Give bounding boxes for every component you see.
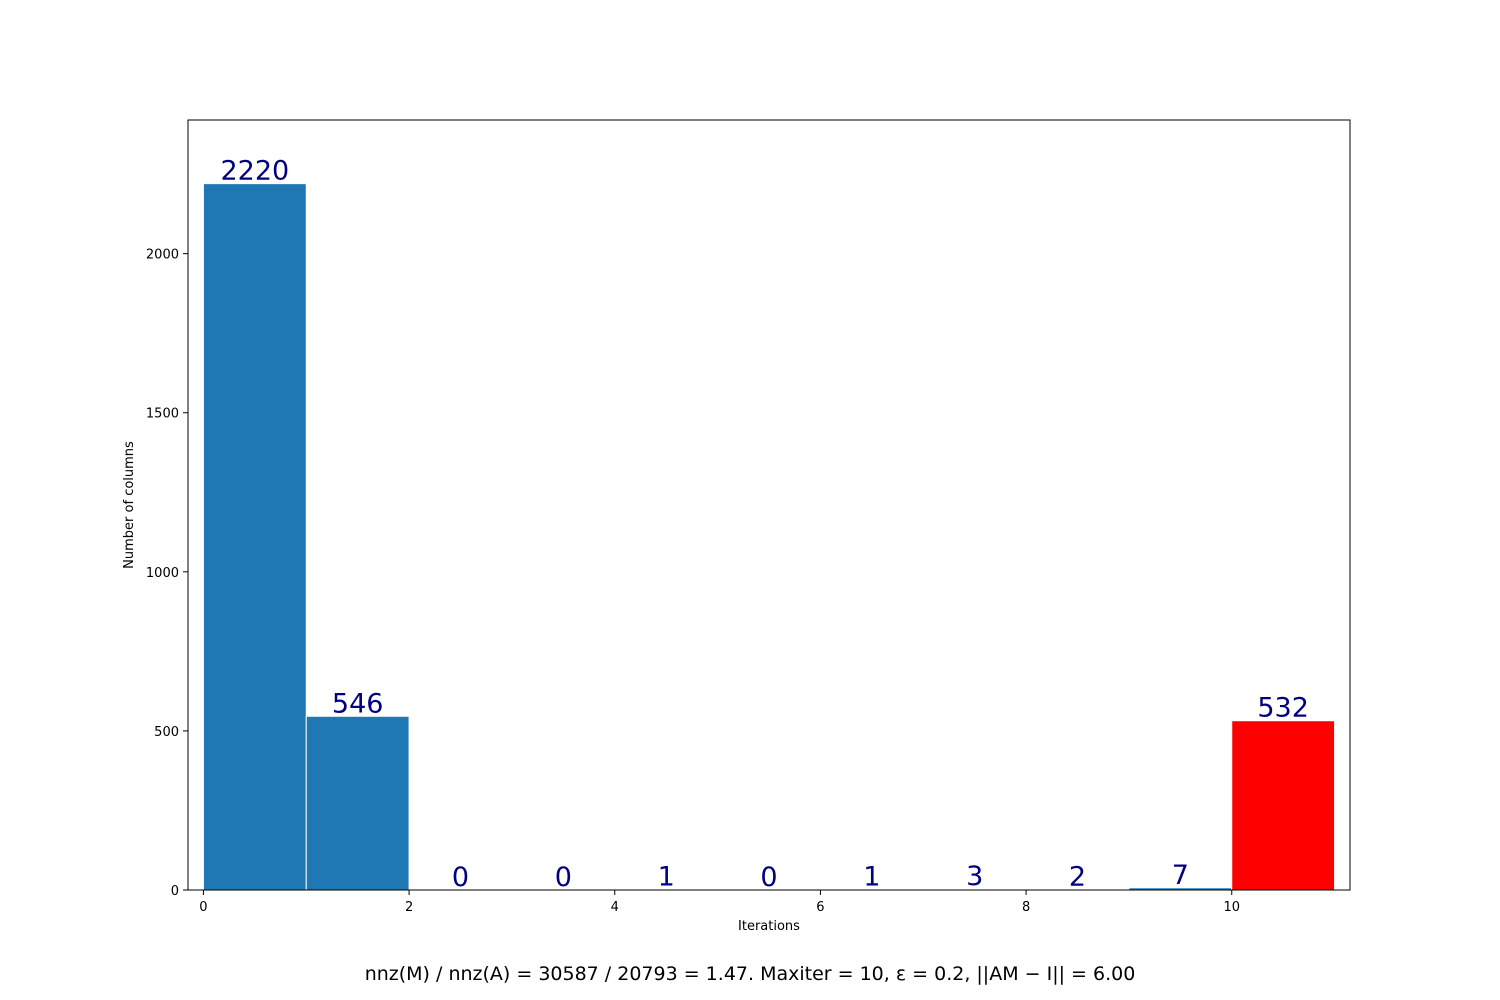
plot-frame — [187, 119, 1351, 891]
y-tick-label-0: 0 — [171, 884, 179, 899]
x-tick-label-2: 4 — [611, 900, 619, 915]
data-label-7: 3 — [966, 861, 983, 892]
data-label-10: 532 — [1257, 693, 1309, 724]
y-tick-label-3: 1500 — [146, 407, 179, 422]
data-label-3: 0 — [555, 862, 572, 893]
data-label-9: 7 — [1172, 860, 1189, 891]
bar-0 — [202, 183, 307, 891]
y-tick-label-4: 2000 — [146, 248, 179, 263]
data-label-8: 2 — [1069, 861, 1086, 892]
x-tick-label-0: 0 — [199, 900, 207, 915]
bar-1 — [305, 715, 410, 891]
data-label-0: 2220 — [220, 156, 289, 187]
data-labels-group: 2220 546 0 0 1 0 1 3 2 7 532 — [220, 156, 1308, 893]
caption-text: nnz(M) / nnz(A) = 30587 / 20793 = 1.47. … — [365, 963, 1136, 985]
y-axis-ticks: 0 500 1000 1500 2000 — [146, 248, 188, 899]
bars-group — [202, 183, 1336, 891]
x-tick-label-5: 10 — [1223, 900, 1240, 915]
x-tick-label-1: 2 — [405, 900, 413, 915]
data-label-1: 546 — [332, 688, 384, 719]
y-tick-label-2: 1000 — [146, 566, 179, 581]
bar-10 — [1231, 720, 1336, 891]
x-axis-ticks: 0 2 4 6 8 10 — [199, 890, 1240, 915]
x-axis-label: Iterations — [738, 919, 800, 934]
y-axis-label: Number of columns — [122, 441, 137, 569]
data-label-4: 1 — [658, 862, 675, 893]
y-tick-label-1: 500 — [154, 725, 179, 740]
data-label-6: 1 — [863, 862, 880, 893]
x-tick-label-3: 6 — [816, 900, 824, 915]
x-tick-label-4: 8 — [1022, 900, 1030, 915]
data-label-2: 0 — [452, 862, 469, 893]
data-label-5: 0 — [760, 862, 777, 893]
